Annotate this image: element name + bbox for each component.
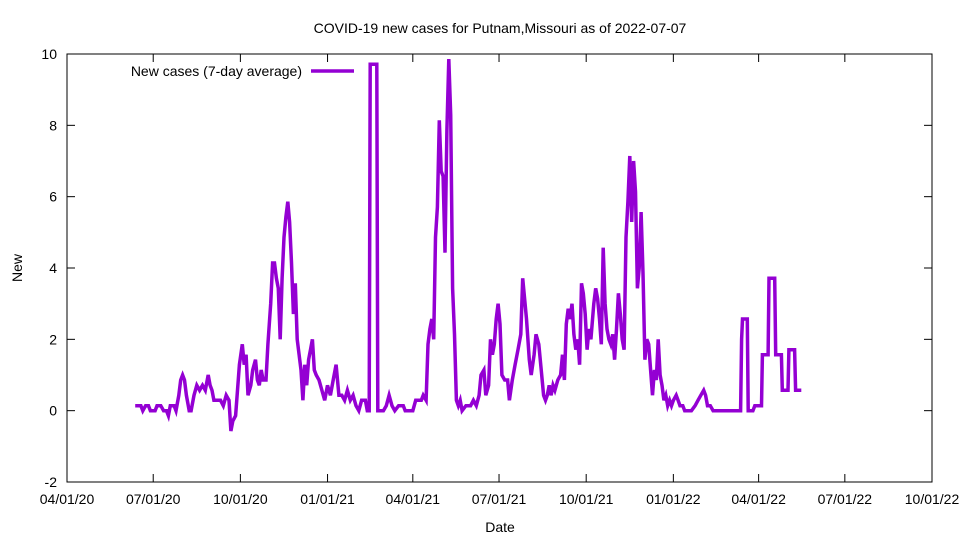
x-axis-label: Date — [485, 519, 515, 535]
x-tick-label: 01/01/21 — [300, 491, 355, 507]
x-tick-label: 07/01/20 — [126, 491, 181, 507]
series-line — [135, 58, 802, 432]
y-tick-label: 2 — [49, 331, 57, 347]
y-tick-label: 0 — [49, 403, 57, 419]
plot-frame — [66, 53, 933, 483]
x-tick-label: 01/01/22 — [646, 491, 701, 507]
x-tick-label: 10/01/22 — [905, 491, 960, 507]
x-tick-label: 04/01/22 — [731, 491, 786, 507]
y-axis-label: New — [9, 253, 25, 282]
y-tick-label: 8 — [49, 117, 57, 133]
y-axis-ticks: -2 0 2 4 6 8 10 — [41, 46, 932, 490]
x-tick-label: 10/01/20 — [213, 491, 268, 507]
x-tick-label: 04/01/21 — [386, 491, 441, 507]
x-tick-label: 07/01/22 — [818, 491, 873, 507]
legend-label: New cases (7-day average) — [131, 63, 302, 79]
y-tick-label: 6 — [49, 189, 57, 205]
y-tick-label: -2 — [45, 474, 58, 490]
x-tick-label: 07/01/21 — [472, 491, 527, 507]
y-tick-label: 4 — [49, 260, 57, 276]
chart-title: COVID-19 new cases for Putnam,Missouri a… — [314, 20, 687, 36]
x-tick-label: 04/01/20 — [40, 491, 95, 507]
x-tick-label: 10/01/21 — [559, 491, 614, 507]
y-tick-label: 10 — [41, 46, 57, 62]
x-axis-ticks: 04/01/20 07/01/20 10/01/20 01/01/21 04/01/21… — [40, 54, 960, 507]
